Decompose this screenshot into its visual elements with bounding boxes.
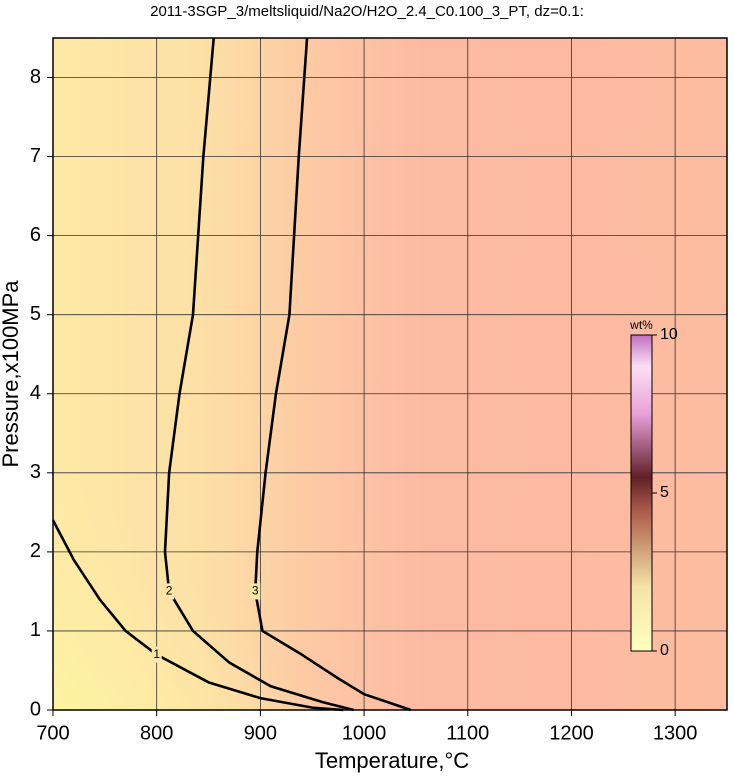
contour-label: 2	[166, 584, 173, 598]
plot-frame	[52, 37, 728, 711]
colorbar	[630, 334, 653, 652]
x-tick-label: 1000	[342, 722, 387, 744]
y-tick-label: 5	[30, 303, 41, 325]
colorbar-tick-label: 10	[660, 326, 678, 343]
contour-line	[253, 37, 412, 712]
x-tick-label: 900	[244, 722, 277, 744]
x-tick-label: 1200	[549, 722, 594, 744]
y-tick-label: 8	[30, 66, 41, 88]
colorbar-label: wt%	[629, 318, 653, 332]
y-axis-label: Pressure,x100MPa	[0, 280, 23, 468]
contour-label: 3	[252, 584, 259, 598]
x-tick-label: 700	[36, 722, 69, 744]
y-tick-label: 4	[30, 382, 41, 404]
x-tick-label: 1100	[446, 722, 489, 744]
contour-label-bg	[250, 583, 261, 600]
y-tick-label: 1	[30, 619, 41, 641]
contour-label-bg	[151, 646, 162, 663]
x-tick-label: 1300	[653, 722, 698, 744]
y-tick-label: 3	[30, 461, 41, 483]
x-tick-label: 800	[140, 722, 173, 744]
contour-label-bg	[164, 583, 175, 600]
y-tick-label: 2	[30, 540, 41, 562]
plot-shade	[53, 38, 727, 710]
contour-line	[163, 37, 355, 712]
x-axis-label: Temperature,°C	[315, 748, 469, 773]
y-tick-label: 6	[30, 224, 41, 246]
y-tick-label: 0	[30, 698, 41, 720]
colorbar-tick-label: 5	[660, 484, 669, 501]
contour-label: 1	[153, 647, 160, 661]
chart-title: 2011-3SGP_3/meltsliquid/Na2O/H2O_2.4_C0.…	[150, 3, 584, 20]
colorbar-tick-label: 0	[660, 642, 669, 659]
y-tick-label: 7	[30, 145, 41, 167]
